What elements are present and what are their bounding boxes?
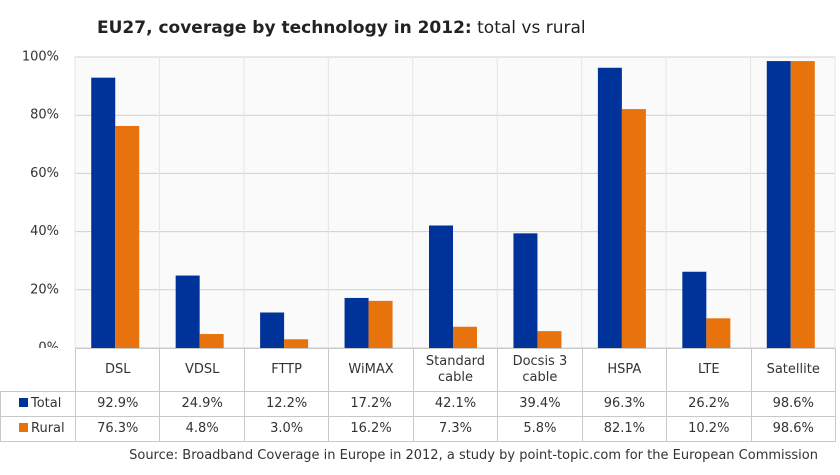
subtitle: total vs rural [477, 18, 586, 38]
bar [790, 61, 815, 348]
bar [621, 109, 646, 348]
value-label: 7.3% [412, 416, 499, 442]
bar [260, 312, 285, 348]
value-label: 26.2% [666, 391, 752, 417]
y-tick-label: 20% [30, 282, 59, 297]
legend-cell: Total [0, 391, 76, 417]
y-tick-label: 0% [38, 341, 59, 349]
legend-cell: Rural [0, 416, 76, 442]
x-tick-label: DSL [74, 348, 161, 392]
bar [706, 318, 731, 348]
bar [199, 334, 224, 348]
legend-swatch [19, 423, 28, 432]
source: Source: Broadband Coverage in Europe in … [129, 448, 818, 463]
plot-area [74, 56, 836, 348]
chart: EU27, coverage by technology in 2012: to… [22, 18, 836, 349]
x-tick-label: VDSL [159, 348, 245, 392]
y-tick-label: 80% [30, 108, 59, 123]
x-tick-label: LTE [666, 348, 752, 392]
bar [115, 125, 140, 348]
x-tick-label: FTTP [243, 348, 330, 392]
bar [537, 331, 562, 348]
corner-cell [0, 348, 76, 392]
value-label: 96.3% [581, 391, 668, 417]
bar [766, 61, 791, 348]
legend-label: Rural [31, 421, 65, 436]
title-bold: EU27, coverage by technology in 2012: [97, 18, 472, 38]
y-tick-label: 40% [30, 224, 59, 239]
series-row: Rural 76.3% 4.8% 3.0% 16.2% 7.3% 5.8% 82.1% 10.2… [0, 416, 836, 442]
value-label: 12.2% [243, 391, 330, 417]
value-label: 16.2% [328, 416, 414, 442]
value-label: 82.1% [581, 416, 668, 442]
value-label: 4.8% [159, 416, 245, 442]
value-label: 3.0% [243, 416, 330, 442]
bar [175, 275, 200, 348]
value-label: 92.9% [74, 391, 161, 417]
bar [344, 297, 369, 348]
legend-label: Total [31, 396, 62, 411]
series-row: Total 92.9% 24.9% 12.2% 17.2% 42.1% 39.4% 96.3%… [0, 391, 836, 417]
x-tick-label: HSPA [581, 348, 668, 392]
bar [368, 300, 393, 348]
x-tick-label: Satellite [750, 348, 836, 392]
data-table: DSL VDSL FTTP WiMAX Standard cable Docsis 3 c… [0, 348, 836, 442]
bar [682, 271, 707, 348]
value-label: 17.2% [328, 391, 414, 417]
y-tick-label: 60% [30, 166, 59, 181]
x-tick-label: WiMAX [328, 348, 414, 392]
bar [513, 233, 538, 348]
value-label: 39.4% [497, 391, 583, 417]
value-label: 42.1% [412, 391, 499, 417]
bar [597, 67, 622, 348]
x-tick-label: Standard cable [412, 348, 499, 392]
value-label: 76.3% [74, 416, 161, 442]
value-label: 98.6% [750, 416, 836, 442]
bar [429, 225, 453, 348]
bar [453, 326, 477, 348]
value-label: 24.9% [159, 391, 245, 417]
category-row: DSL VDSL FTTP WiMAX Standard cable Docsis 3 c… [0, 348, 836, 392]
value-label: 10.2% [666, 416, 752, 442]
bar [284, 339, 309, 348]
value-label: 5.8% [497, 416, 583, 442]
y-tick-label: 100% [22, 50, 59, 65]
legend-swatch [19, 398, 28, 407]
chart-title: EU27, coverage by technology in 2012: to… [97, 18, 586, 38]
bar [91, 77, 116, 348]
x-tick-label: Docsis 3 cable [497, 348, 583, 392]
value-label: 98.6% [750, 391, 836, 417]
